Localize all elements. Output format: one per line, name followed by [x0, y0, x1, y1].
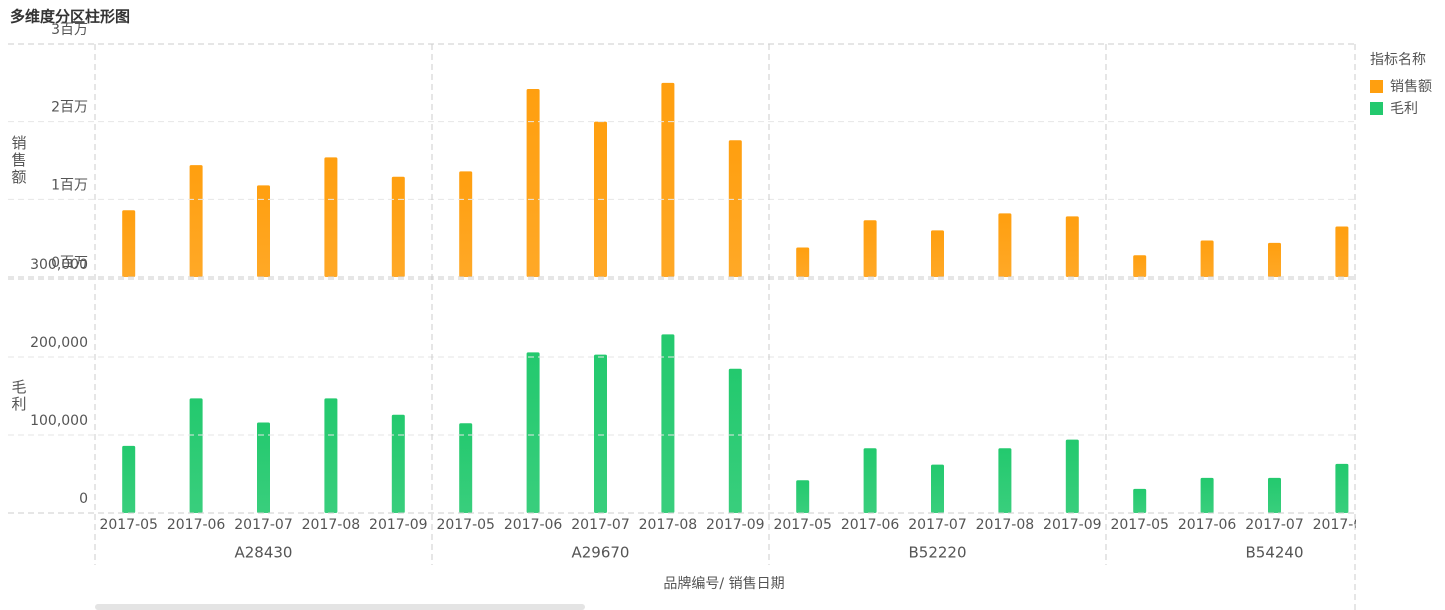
bar: [728, 368, 742, 513]
bar: [526, 89, 540, 278]
bar: [1200, 477, 1214, 513]
bar: [324, 157, 338, 277]
bar: [1133, 255, 1147, 277]
y-tick-label: 3百万: [51, 22, 88, 38]
x-tick-label: 2017-05: [1110, 517, 1169, 533]
legend-label: 销售额: [1390, 79, 1432, 95]
chart-title: 多维度分区柱形图: [10, 8, 130, 26]
y-tick-label: 1百万: [51, 177, 88, 193]
bar: [257, 185, 270, 277]
bar: [998, 213, 1012, 277]
bar: [459, 171, 473, 277]
y-axis-title: 销售额: [10, 135, 28, 186]
bar: [594, 354, 607, 513]
bar: [863, 448, 877, 513]
bar: [661, 82, 675, 277]
x-tick-label: 2017-09: [369, 517, 428, 533]
bar: [998, 448, 1012, 513]
bar: [391, 176, 405, 277]
x-tick-label: 2017-09: [1043, 517, 1102, 533]
bar: [1065, 439, 1079, 513]
legend-swatch: [1370, 102, 1383, 115]
x-tick-label: 2017-09: [706, 517, 765, 533]
bar: [661, 334, 675, 513]
x-tick-label: 2017-06: [504, 517, 563, 533]
x-tick-label: 2017-07: [908, 517, 967, 533]
bar: [863, 220, 877, 277]
x-tick-label: 2017-06: [167, 517, 226, 533]
y-axis-title: 毛利: [10, 379, 28, 413]
bar: [1200, 240, 1214, 277]
group-label: A29670: [572, 544, 630, 562]
x-tick-label: 2017-08: [1313, 517, 1372, 533]
x-tick-label: 2017-05: [773, 517, 832, 533]
group-label: B52220: [908, 544, 966, 562]
x-tick-label: 2017-06: [841, 517, 900, 533]
legend-swatch: [1370, 80, 1383, 93]
bar: [122, 210, 136, 277]
bar: [391, 414, 405, 513]
legend-label: 毛利: [1390, 101, 1418, 117]
bar: [796, 480, 810, 513]
x-tick-label: 2017-08: [302, 517, 361, 533]
group-label: A28430: [235, 544, 293, 562]
bar: [324, 398, 338, 513]
bar: [1335, 226, 1349, 277]
y-tick-label: 2百万: [51, 100, 88, 116]
bar: [1065, 216, 1079, 277]
bar: [122, 445, 136, 513]
y-tick-label: 200,000: [30, 335, 88, 351]
bar: [1335, 463, 1349, 513]
y-tick-label: 0: [79, 491, 88, 507]
y-tick-label: 100,000: [30, 413, 88, 429]
bar: [189, 398, 203, 513]
bar: [526, 352, 540, 513]
plot-area: A28430 2017-05 2017-06 2017-07 2017-08 2017-0…: [99, 82, 1372, 562]
bar: [1268, 477, 1281, 513]
x-tick-label: 2017-05: [436, 517, 495, 533]
x-tick-label: 2017-07: [1245, 517, 1304, 533]
group-label: B54240: [1245, 544, 1303, 562]
x-tick-label: 2017-08: [639, 517, 698, 533]
x-tick-label: 2017-07: [234, 517, 293, 533]
y-tick-label: 300,000: [30, 257, 88, 273]
bar: [1133, 488, 1147, 513]
bar: [931, 464, 944, 513]
x-tick-label: 2017-08: [976, 517, 1035, 533]
bar: [1268, 242, 1281, 277]
bar: [189, 165, 203, 277]
bar: [931, 230, 944, 277]
x-tick-label: 2017-06: [1178, 517, 1237, 533]
bar: [459, 423, 473, 513]
x-tick-label: 2017-05: [99, 517, 158, 533]
legend-title: 指标名称: [1370, 52, 1426, 68]
bar: [796, 247, 810, 277]
x-axis-title: 品牌编号/ 销售日期: [663, 575, 784, 592]
bar: [728, 140, 742, 277]
scrollbar[interactable]: [95, 604, 585, 610]
y-tick-label: 0百万: [51, 255, 88, 271]
x-tick-label: 2017-07: [571, 517, 630, 533]
bar: [257, 422, 270, 513]
